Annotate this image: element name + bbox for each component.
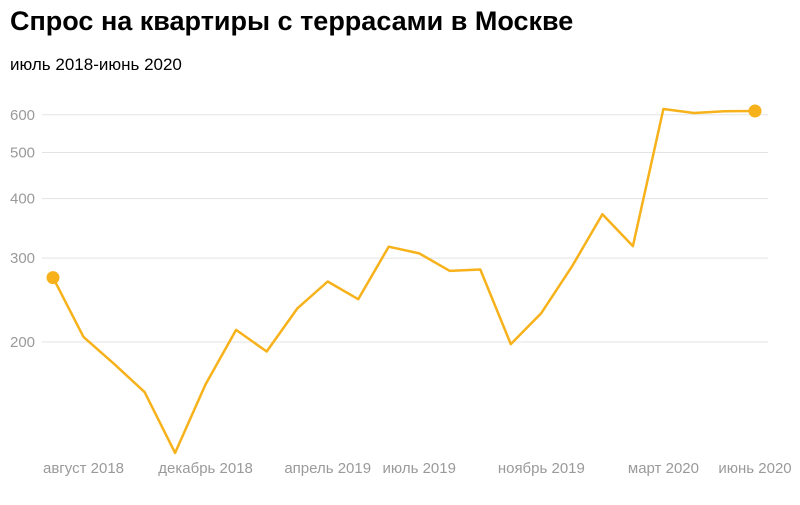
chart-subtitle: июль 2018-июнь 2020 [10,55,182,74]
data-point [204,382,208,386]
data-point [173,451,177,455]
y-tick-label: 500 [10,144,35,161]
y-tick-label: 400 [10,191,35,208]
data-point [417,251,421,255]
x-tick-label: июнь 2020 [718,460,791,477]
data-point [112,362,116,366]
data-point [692,111,696,115]
y-tick-label: 200 [10,334,35,351]
data-point [82,335,86,339]
data-point [478,267,482,271]
data-point [448,269,452,273]
data-point [265,350,269,354]
x-tick-label: ноябрь 2019 [498,460,585,477]
series-line [51,107,757,455]
data-point [356,297,360,301]
highlight-point [748,104,762,118]
data-point [600,212,604,216]
data-point [570,265,574,269]
y-tick-label: 300 [10,250,35,267]
data-point [631,244,635,248]
data-point [509,342,513,346]
x-tick-label: август 2018 [43,460,124,477]
data-point [143,390,147,394]
x-tick-label: апрель 2019 [284,460,371,477]
data-point [661,107,665,111]
data-point [722,109,726,113]
data-point [387,245,391,249]
data-point [295,307,299,311]
y-tick-label: 600 [10,107,35,124]
x-tick-label: март 2020 [628,460,699,477]
data-point [539,311,543,315]
x-tick-label: июль 2019 [383,460,456,477]
data-point [326,279,330,283]
data-point [234,328,238,332]
highlight-point [46,271,60,285]
x-tick-label: декабрь 2018 [158,460,253,477]
chart-title: Спрос на квартиры с террасами в Москве [10,6,574,36]
